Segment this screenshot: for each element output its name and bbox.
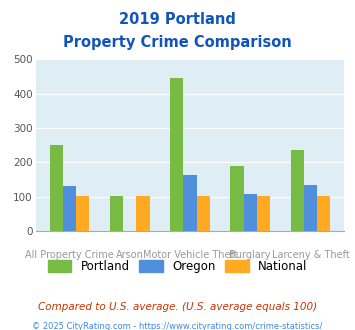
- Legend: Portland, Oregon, National: Portland, Oregon, National: [48, 260, 307, 273]
- Text: 2019 Portland: 2019 Portland: [119, 12, 236, 26]
- Text: Property Crime Comparison: Property Crime Comparison: [63, 35, 292, 50]
- Text: Arson: Arson: [116, 250, 144, 260]
- Text: All Property Crime: All Property Crime: [25, 250, 114, 260]
- Text: Motor Vehicle Theft: Motor Vehicle Theft: [143, 250, 237, 260]
- Bar: [136, 196, 149, 231]
- Bar: [257, 196, 270, 231]
- Bar: [230, 166, 244, 231]
- Bar: [244, 194, 257, 231]
- Bar: [183, 175, 197, 231]
- Text: Compared to U.S. average. (U.S. average equals 100): Compared to U.S. average. (U.S. average …: [38, 302, 317, 312]
- Bar: [110, 196, 123, 231]
- Text: Larceny & Theft: Larceny & Theft: [272, 250, 349, 260]
- Bar: [304, 185, 317, 231]
- Bar: [63, 186, 76, 231]
- Bar: [170, 78, 183, 231]
- Text: © 2025 CityRating.com - https://www.cityrating.com/crime-statistics/: © 2025 CityRating.com - https://www.city…: [32, 322, 323, 330]
- Bar: [76, 196, 89, 231]
- Text: Burglary: Burglary: [229, 250, 271, 260]
- Bar: [50, 145, 63, 231]
- Bar: [290, 150, 304, 231]
- Bar: [197, 196, 210, 231]
- Bar: [317, 196, 330, 231]
